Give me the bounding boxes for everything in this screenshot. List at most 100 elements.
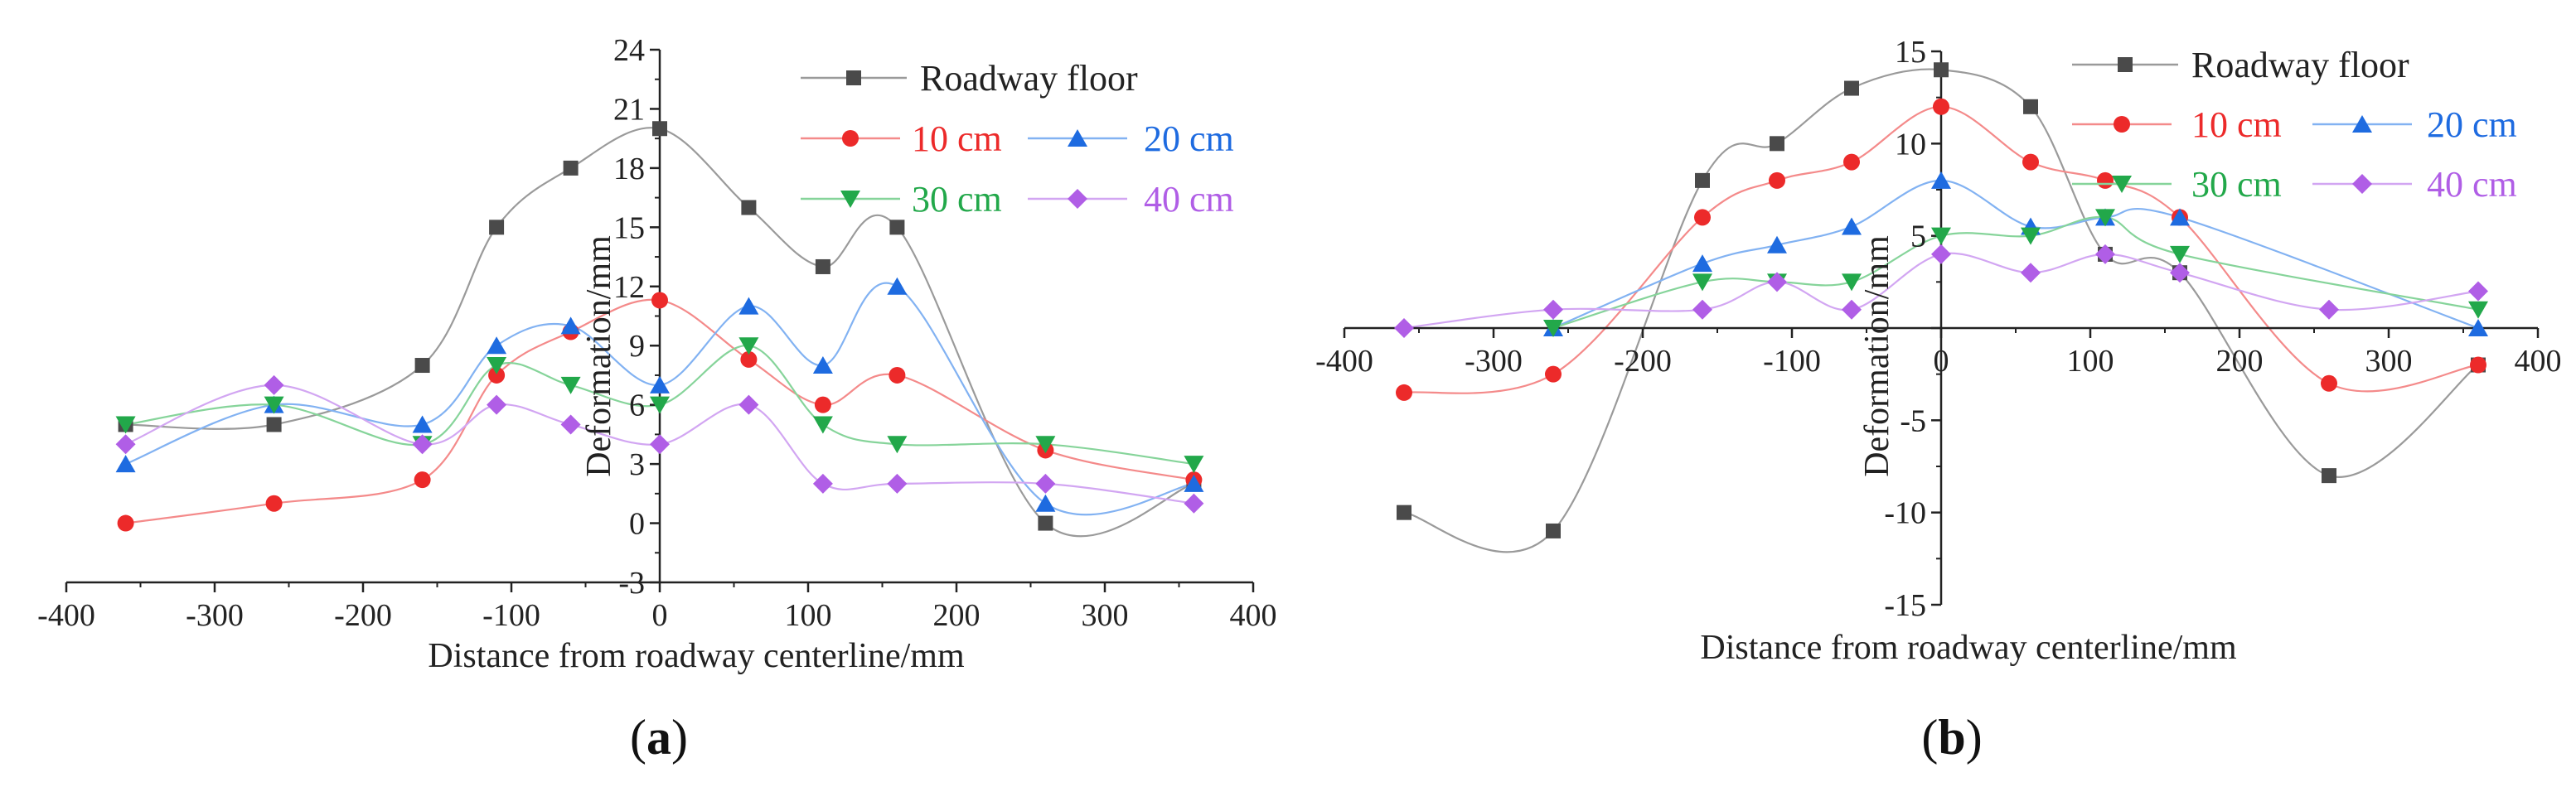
x-tick-label-a: 300 xyxy=(1082,598,1129,633)
data-point-cm10-a xyxy=(414,471,431,489)
chart-panel-a: -400 -300 -200 -100 0 100 200 300 400-3036912151… xyxy=(37,33,1276,765)
data-point-cm40-a xyxy=(264,374,284,395)
data-point-cm10-a xyxy=(651,292,668,309)
data-point-cm20-b xyxy=(1692,254,1712,273)
data-point-roadway_floor-a xyxy=(266,417,282,432)
data-point-cm40-b xyxy=(2021,263,2041,283)
data-point-cm30-a xyxy=(115,416,136,434)
data-point-roadway_floor-b xyxy=(1397,505,1411,520)
data-point-cm30-b xyxy=(2170,245,2190,263)
x-tick-label-b: -100 xyxy=(1763,344,1821,379)
data-point-cm10-b xyxy=(1396,384,1412,401)
legend-label-20cm-a: 20 cm xyxy=(1144,118,1234,159)
data-point-roadway_floor-b xyxy=(1770,136,1784,152)
axes-b: -400-300-200-1000100200300400-15-10-5510… xyxy=(1315,35,2561,623)
data-point-cm40-a xyxy=(887,473,908,494)
y-tick-label-a: 18 xyxy=(613,152,645,186)
data-point-cm20-a xyxy=(650,375,670,394)
legend-marker-40cm-a xyxy=(1068,189,1087,209)
data-point-cm40-b xyxy=(2319,299,2339,320)
data-point-cm30-b xyxy=(1842,273,1862,292)
y-tick-label-a: 24 xyxy=(613,33,645,68)
data-point-cm10-a xyxy=(814,396,831,413)
data-point-cm30-a xyxy=(738,337,759,355)
x-tick-label-a: -200 xyxy=(334,598,392,633)
data-point-roadway_floor-b xyxy=(1934,62,1949,78)
data-point-cm30-a xyxy=(1184,456,1204,474)
data-point-cm40-a xyxy=(812,473,833,494)
data-point-cm40-b xyxy=(2468,281,2488,302)
data-point-cm30-b xyxy=(2468,301,2488,319)
data-point-roadway_floor-a xyxy=(1038,515,1053,531)
data-point-cm20-a xyxy=(560,316,581,335)
data-point-roadway_floor-a xyxy=(489,220,505,235)
data-point-cm10-b xyxy=(1545,365,1562,383)
data-point-cm30-a xyxy=(650,396,670,414)
series-markers-a xyxy=(115,121,1204,532)
data-point-cm40-b xyxy=(2095,244,2115,264)
data-point-roadway_floor-a xyxy=(815,258,830,274)
data-point-cm20-b xyxy=(1767,235,1787,253)
y-axis-label-b: Deformation/mm xyxy=(1858,235,1896,477)
x-tick-label-a: -100 xyxy=(482,598,540,633)
legend-label-20cm-b: 20 cm xyxy=(2427,104,2517,145)
y-tick-label-b: -15 xyxy=(1884,588,1926,623)
data-point-cm20-a xyxy=(812,356,833,374)
y-tick-label-b: 5 xyxy=(1910,220,1926,254)
legend-label-roadway-floor-b: Roadway floor xyxy=(2191,45,2409,85)
series-line-cm30-b xyxy=(1552,215,2479,330)
data-point-cm10-a xyxy=(488,366,506,384)
data-point-cm30-b xyxy=(1692,273,1712,292)
data-point-cm20-b xyxy=(1842,217,1862,235)
data-point-cm40-b xyxy=(1692,299,1712,320)
data-point-cm30-a xyxy=(264,396,284,414)
legend-label-30cm-a: 30 cm xyxy=(912,179,1002,220)
x-axis-label-a: Distance from roadway centerline/mm xyxy=(428,637,965,675)
data-point-cm30-b xyxy=(2095,209,2115,227)
data-point-cm20-b xyxy=(1931,171,1951,189)
panel-label-b: (b) xyxy=(1921,710,1982,765)
y-tick-label-a: 12 xyxy=(613,270,645,305)
data-point-roadway_floor-a xyxy=(741,200,757,215)
data-point-roadway_floor-b xyxy=(2322,468,2336,484)
data-point-cm40-b xyxy=(1767,272,1787,292)
data-point-cm30-a xyxy=(560,376,581,394)
data-point-cm40-b xyxy=(1394,318,1414,338)
data-point-cm10-a xyxy=(265,495,283,512)
x-tick-label-b: 400 xyxy=(2515,344,2562,379)
y-tick-label-a: -3 xyxy=(618,566,645,601)
data-point-cm30-b xyxy=(1931,227,1951,245)
data-point-cm20-b xyxy=(2468,319,2488,336)
x-tick-label-b: 200 xyxy=(2216,344,2264,379)
y-tick-label-a: 21 xyxy=(613,92,645,127)
y-tick-label-a: 6 xyxy=(629,389,645,423)
data-point-cm40-b xyxy=(2170,263,2190,283)
data-point-cm20-b xyxy=(2170,208,2190,226)
legend-marker-40cm-b xyxy=(2352,174,2372,194)
data-point-cm40-b xyxy=(1543,299,1563,320)
y-tick-label-b: -5 xyxy=(1900,403,1926,438)
x-tick-label-a: 400 xyxy=(1230,598,1277,633)
x-tick-label-b: -200 xyxy=(1614,344,1672,379)
y-tick-label-b: 15 xyxy=(1895,35,1926,70)
data-point-cm20-a xyxy=(738,297,759,315)
data-point-cm10-b xyxy=(2022,153,2039,171)
y-tick-label-a: 3 xyxy=(629,447,645,482)
data-point-cm20-a xyxy=(412,415,433,433)
y-axis-label-a: Deformation/mm xyxy=(580,235,618,477)
data-point-cm10-a xyxy=(117,514,134,532)
data-point-cm40-a xyxy=(115,434,136,455)
y-tick-label-a: 15 xyxy=(613,210,645,245)
data-point-cm10-b xyxy=(1933,98,1949,115)
data-point-roadway_floor-a xyxy=(652,121,667,137)
legend-marker-10cm-b xyxy=(2114,116,2130,133)
legend-label-40cm-a: 40 cm xyxy=(1144,179,1234,220)
legend-marker-30cm-a xyxy=(840,191,860,208)
axes-a: -400 -300 -200 -100 0 100 200 300 400-3036912151… xyxy=(37,33,1276,633)
legend-label-10cm-a: 10 cm xyxy=(912,118,1002,159)
data-point-cm20-a xyxy=(887,277,908,295)
data-point-cm30-a xyxy=(887,436,908,454)
legend-label-40cm-b: 40 cm xyxy=(2427,164,2517,205)
data-point-cm10-b xyxy=(2097,171,2114,189)
